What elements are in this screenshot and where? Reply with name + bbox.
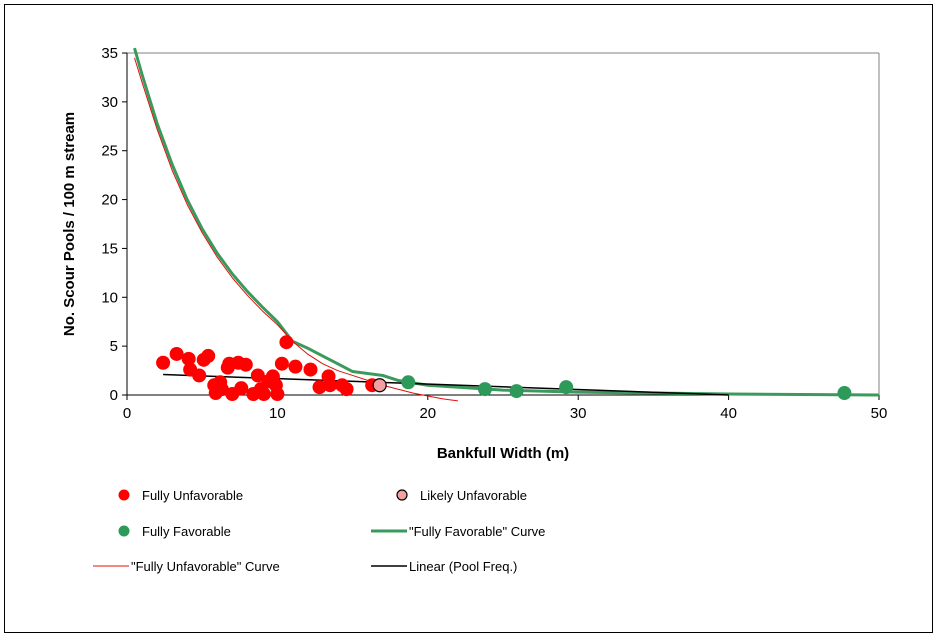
legend: Fully Unfavorable Likely Unfavorable Fully…: [93, 488, 545, 574]
fully-unfavorable-point: [339, 382, 354, 397]
legend-item-fully-unfavorable-curve: "Fully Unfavorable" Curve: [93, 559, 280, 574]
legend-marker: [118, 525, 130, 537]
y-tick-label: 10: [101, 289, 118, 306]
fully-unfavorable-point: [303, 362, 318, 377]
x-tick-label: 40: [720, 405, 737, 422]
fully-unfavorable-point: [181, 351, 196, 366]
fully-unfavorable-point: [250, 368, 265, 383]
legend-label: Fully Unfavorable: [142, 488, 243, 503]
x-tick-label: 30: [570, 405, 587, 422]
fully-unfavorable-point: [238, 357, 253, 372]
y-tick-label: 35: [101, 45, 118, 62]
legend-marker: [396, 489, 408, 501]
fully-unfavorable-point: [214, 382, 229, 397]
fully-unfavorable-point: [274, 356, 289, 371]
legend-label: "Fully Favorable" Curve: [409, 524, 545, 539]
legend-label: "Fully Unfavorable" Curve: [131, 559, 280, 574]
fully-unfavorable-point: [192, 368, 207, 383]
fully-unfavorable-curve-line: [134, 57, 458, 402]
x-tick-label: 0: [123, 405, 131, 422]
axis-ticks: 0 10 20 30 40 50 0 5 10 15 20 25 30 35: [101, 45, 887, 422]
fully-unfavorable-point: [270, 387, 285, 402]
x-tick-label: 10: [269, 405, 286, 422]
series-lines: [133, 47, 879, 402]
scatter-chart: 0 10 20 30 40 50 0 5 10 15 20 25 30 35 Bankfull Width…: [61, 45, 887, 574]
legend-label: Fully Favorable: [142, 524, 231, 539]
legend-label: Linear (Pool Freq.): [409, 559, 517, 574]
fully-unfavorable-point: [279, 335, 294, 350]
fully-unfavorable-point: [234, 381, 249, 396]
x-tick-label: 50: [871, 405, 888, 422]
y-tick-label: 20: [101, 192, 118, 209]
fully-favorable-point: [509, 384, 524, 399]
legend-item-fully-favorable: Fully Favorable: [118, 524, 231, 539]
fully-unfavorable-point: [256, 387, 271, 402]
y-tick-label: 15: [101, 240, 118, 257]
fully-unfavorable-point: [288, 359, 303, 374]
legend-item-fully-favorable-curve: "Fully Favorable" Curve: [371, 524, 545, 539]
series-points: [156, 335, 852, 402]
fully-unfavorable-point: [323, 378, 338, 393]
likely-unfavorable-point: [372, 378, 387, 393]
fully-unfavorable-point: [156, 355, 171, 370]
fully-unfavorable-point: [201, 348, 216, 363]
y-tick-label: 5: [110, 338, 118, 355]
legend-item-linear-pool-freq: Linear (Pool Freq.): [371, 559, 517, 574]
x-tick-label: 20: [419, 405, 436, 422]
y-tick-label: 0: [110, 387, 118, 404]
fully-favorable-point: [401, 375, 416, 390]
legend-marker: [118, 489, 130, 501]
legend-item-likely-unfavorable: Likely Unfavorable: [396, 488, 527, 503]
plot-axes: [126, 52, 880, 396]
fully-favorable-point: [559, 380, 574, 395]
fully-unfavorable-point: [312, 380, 327, 395]
fully-unfavorable-point: [169, 346, 184, 361]
fully-favorable-point: [837, 386, 852, 401]
legend-item-fully-unfavorable: Fully Unfavorable: [118, 488, 243, 503]
y-tick-label: 30: [101, 94, 118, 111]
y-axis-title: No. Scour Pools / 100 m stream: [61, 112, 78, 336]
chart-frame: 0 10 20 30 40 50 0 5 10 15 20 25 30 35 Bankfull Width…: [4, 4, 933, 633]
y-tick-label: 25: [101, 143, 118, 160]
fully-favorable-point: [477, 382, 492, 397]
x-axis-title: Bankfull Width (m): [437, 445, 569, 462]
fully-favorable-curve-line: [133, 47, 879, 397]
legend-label: Likely Unfavorable: [420, 488, 527, 503]
